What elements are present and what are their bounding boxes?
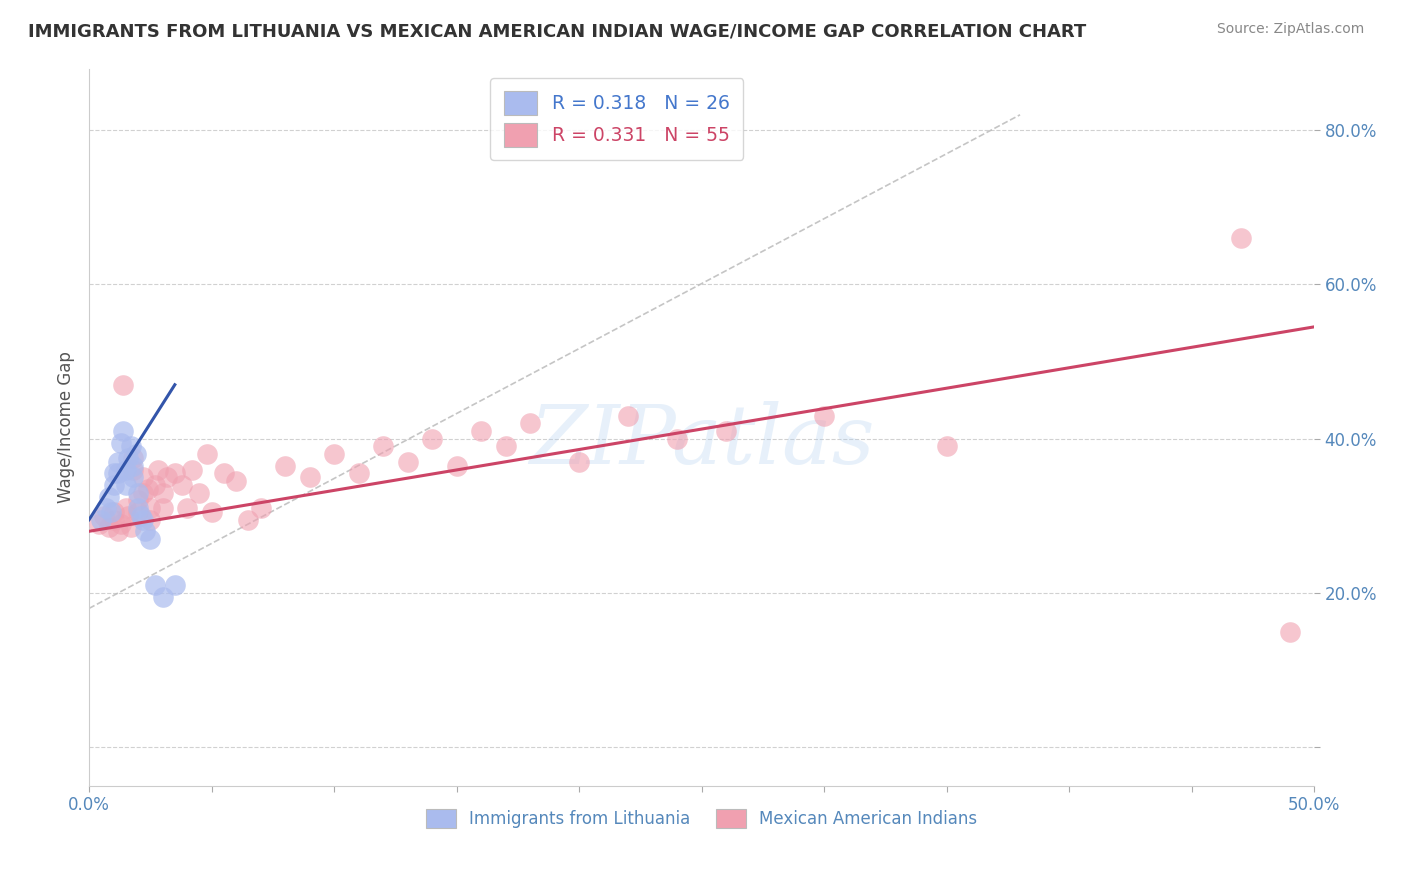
Point	[110, 516, 132, 531]
Point	[212, 467, 235, 481]
Point	[519, 417, 541, 431]
Point	[112, 377, 135, 392]
Point	[139, 513, 162, 527]
Text: Source: ZipAtlas.com: Source: ZipAtlas.com	[1216, 22, 1364, 37]
Point	[143, 578, 166, 592]
Point	[371, 439, 394, 453]
Point	[120, 520, 142, 534]
Point	[132, 485, 155, 500]
Point	[146, 462, 169, 476]
Point	[107, 455, 129, 469]
Point	[813, 409, 835, 423]
Point	[127, 493, 149, 508]
Point	[114, 501, 136, 516]
Point	[132, 470, 155, 484]
Point	[188, 485, 211, 500]
Point	[347, 467, 370, 481]
Point	[103, 478, 125, 492]
Point	[200, 505, 222, 519]
Point	[100, 505, 122, 519]
Text: ZIPatlas: ZIPatlas	[529, 401, 875, 482]
Legend: Immigrants from Lithuania, Mexican American Indians: Immigrants from Lithuania, Mexican Ameri…	[419, 802, 984, 835]
Point	[163, 467, 186, 481]
Point	[127, 501, 149, 516]
Point	[935, 439, 957, 453]
Point	[152, 590, 174, 604]
Point	[249, 501, 271, 516]
Point	[117, 450, 139, 465]
Point	[114, 462, 136, 476]
Point	[97, 520, 120, 534]
Point	[163, 578, 186, 592]
Point	[139, 532, 162, 546]
Point	[129, 508, 152, 523]
Point	[96, 501, 118, 516]
Point	[274, 458, 297, 473]
Point	[568, 455, 591, 469]
Point	[110, 435, 132, 450]
Point	[1229, 231, 1251, 245]
Point	[122, 458, 145, 473]
Point	[495, 439, 517, 453]
Point	[714, 424, 737, 438]
Point	[446, 458, 468, 473]
Point	[323, 447, 346, 461]
Point	[156, 470, 179, 484]
Point	[107, 524, 129, 539]
Point	[136, 482, 159, 496]
Point	[97, 490, 120, 504]
Point	[396, 455, 419, 469]
Point	[617, 409, 640, 423]
Y-axis label: Wage/Income Gap: Wage/Income Gap	[58, 351, 75, 503]
Point	[143, 478, 166, 492]
Point	[139, 501, 162, 516]
Point	[176, 501, 198, 516]
Point	[87, 516, 110, 531]
Point	[103, 467, 125, 481]
Point	[90, 513, 112, 527]
Point	[132, 513, 155, 527]
Point	[107, 467, 129, 481]
Point	[172, 478, 194, 492]
Point	[152, 501, 174, 516]
Point	[420, 432, 443, 446]
Point	[127, 505, 149, 519]
Point	[134, 524, 156, 539]
Point	[103, 513, 125, 527]
Point	[195, 447, 218, 461]
Point	[127, 485, 149, 500]
Point	[122, 462, 145, 476]
Point	[124, 447, 146, 461]
Point	[298, 470, 321, 484]
Point	[152, 485, 174, 500]
Point	[225, 474, 247, 488]
Point	[470, 424, 492, 438]
Point	[112, 424, 135, 438]
Point	[120, 439, 142, 453]
Point	[122, 470, 145, 484]
Point	[122, 450, 145, 465]
Point	[181, 462, 204, 476]
Point	[117, 508, 139, 523]
Point	[238, 513, 260, 527]
Point	[114, 478, 136, 492]
Point	[666, 432, 689, 446]
Point	[93, 508, 115, 523]
Point	[103, 505, 125, 519]
Text: IMMIGRANTS FROM LITHUANIA VS MEXICAN AMERICAN INDIAN WAGE/INCOME GAP CORRELATION: IMMIGRANTS FROM LITHUANIA VS MEXICAN AME…	[28, 22, 1087, 40]
Point	[1278, 624, 1301, 639]
